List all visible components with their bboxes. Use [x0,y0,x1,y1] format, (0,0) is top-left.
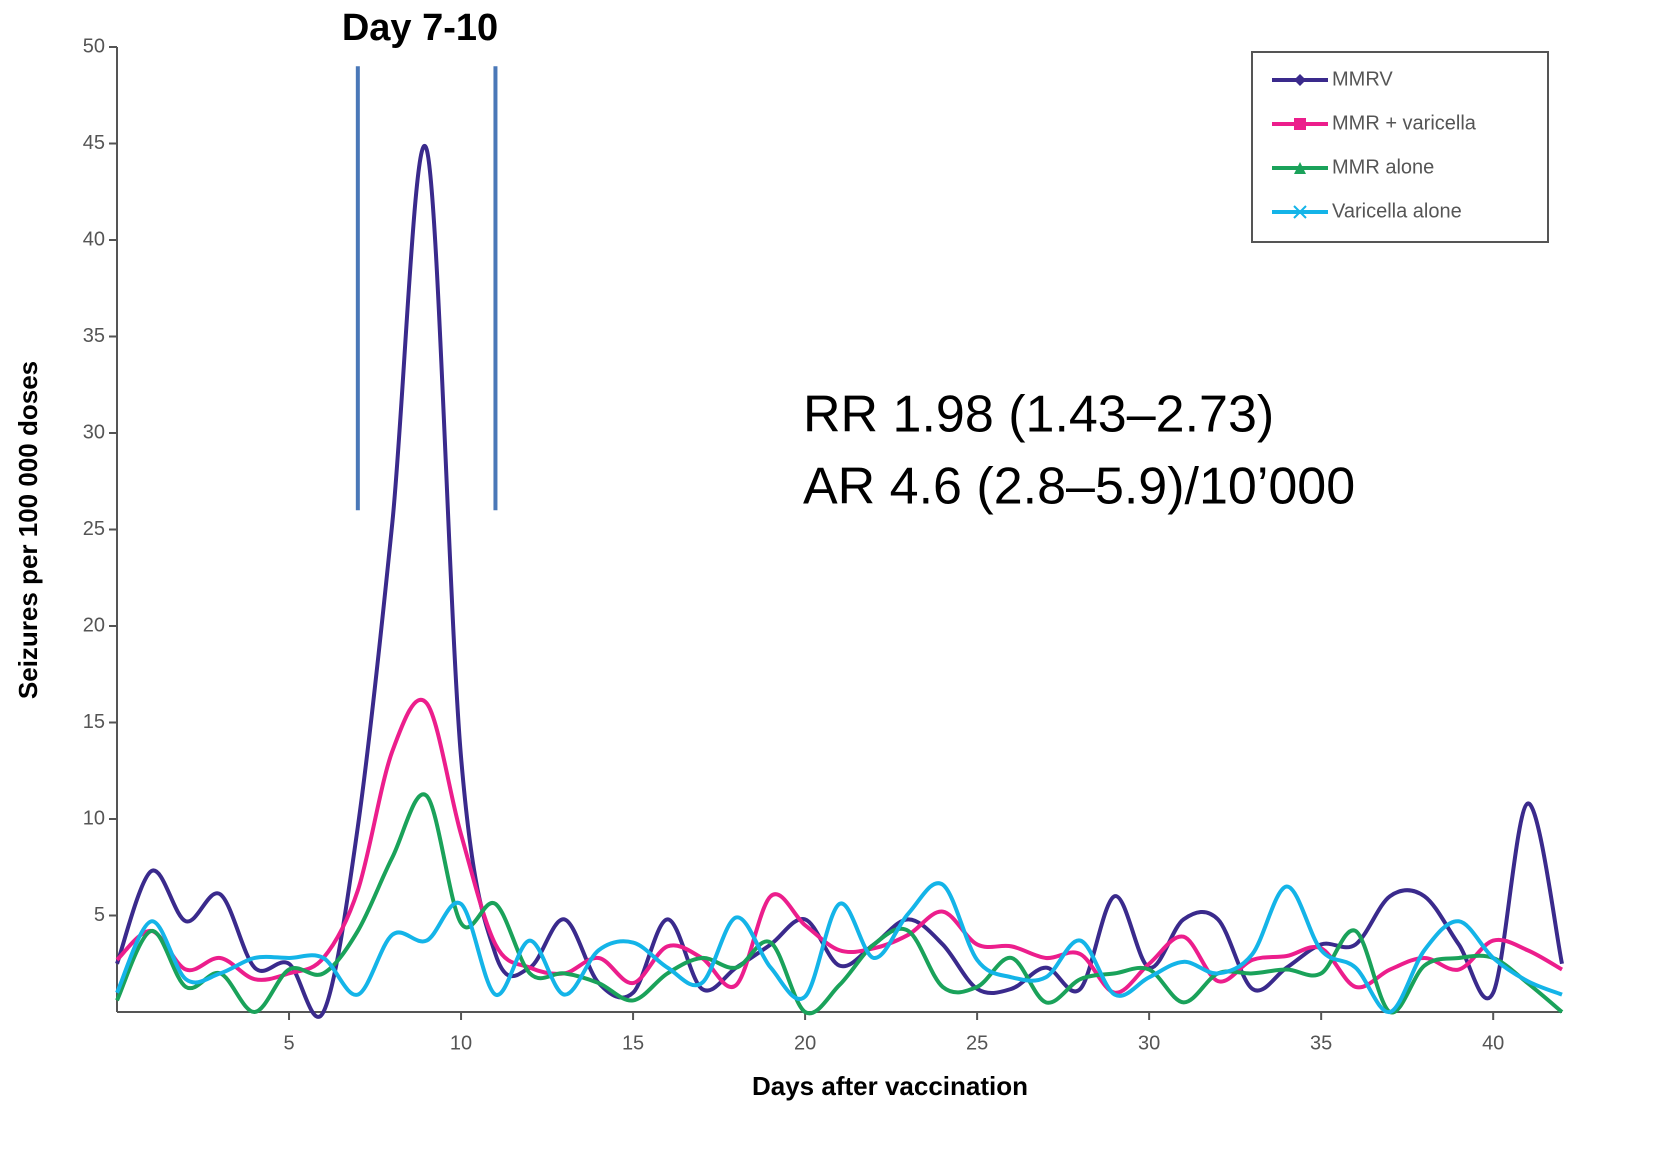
legend-label: Varicella alone [1332,200,1462,222]
x-tick-label: 40 [1482,1032,1504,1054]
legend-marker [1294,162,1306,174]
series-line [115,881,1563,1014]
y-tick-label: 25 [83,518,105,540]
x-tick-label: 5 [283,1032,294,1054]
legend-label: MMR + varicella [1332,112,1477,134]
y-tick-label: 50 [83,35,105,57]
y-tick-label: 5 [94,904,105,926]
legend-label: MMRV [1332,68,1393,90]
x-tick-label: 30 [1138,1032,1160,1054]
x-tick-label: 20 [794,1032,816,1054]
legend-marker [1293,205,1307,219]
legend-marker [1294,74,1306,86]
legend-marker [1294,118,1306,130]
x-tick-label: 25 [966,1032,988,1054]
series-line [115,144,1564,1019]
series-line [115,697,1563,995]
y-tick-label: 10 [83,807,105,829]
y-axis-label: Seizures per 100 000 doses [13,361,43,699]
x-tick-label: 15 [622,1032,644,1054]
x-tick-label: 10 [450,1032,472,1054]
x-axis-label: Days after vaccination [752,1071,1028,1101]
y-tick-label: 30 [83,421,105,443]
chart-title: Day 7-10 [342,7,498,49]
y-tick-label: 20 [83,614,105,636]
annotation: RR 1.98 (1.43–2.73) [803,386,1274,444]
annotation: AR 4.6 (2.8–5.9)/10’000 [803,458,1355,516]
y-tick-label: 40 [83,228,105,250]
y-tick-label: 15 [83,711,105,733]
y-tick-label: 35 [83,325,105,347]
y-tick-label: 45 [83,132,105,154]
x-tick-label: 35 [1310,1032,1332,1054]
legend-label: MMR alone [1332,156,1434,178]
series-line [115,792,1564,1016]
